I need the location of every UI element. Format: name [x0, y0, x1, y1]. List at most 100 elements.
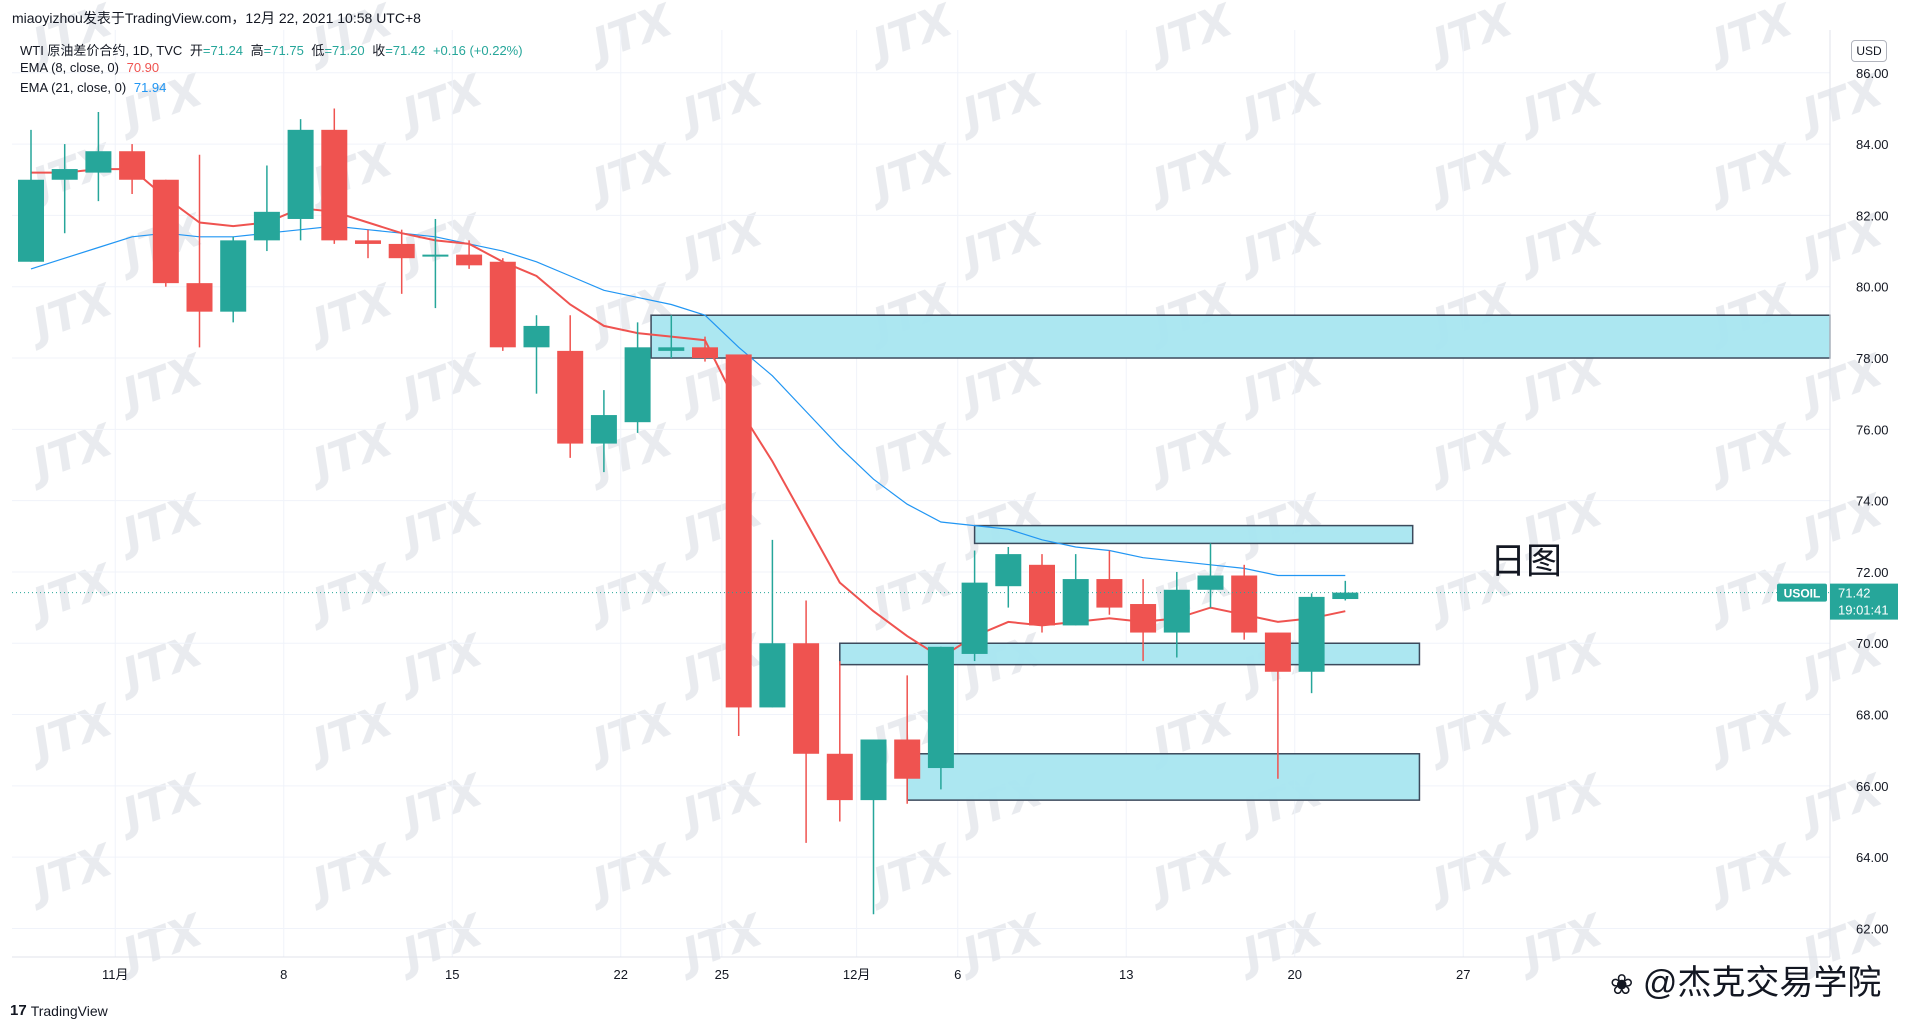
zone-rect[interactable]	[839, 642, 1421, 666]
candle[interactable]	[1298, 593, 1325, 694]
candle[interactable]	[18, 129, 44, 262]
candle[interactable]	[557, 315, 584, 458]
time-axis[interactable]: 11月 8 15 22 25 12月 6 13 20 27	[12, 956, 1830, 982]
candle-body	[894, 739, 921, 779]
watermark-text: JTX	[299, 694, 401, 773]
watermark-text: JTX	[299, 414, 401, 493]
zone-rect[interactable]	[973, 524, 1414, 545]
candle[interactable]	[1332, 580, 1359, 601]
price-tick-label: 68.00	[1856, 708, 1889, 723]
candle[interactable]	[119, 144, 146, 195]
candle-body	[85, 151, 112, 173]
candle-body	[388, 243, 415, 259]
watermark-text: JTX	[1139, 414, 1241, 493]
price-tick-label: 78.00	[1856, 351, 1889, 366]
watermark-text: JTX	[1699, 834, 1801, 913]
price-tick-label: 66.00	[1856, 779, 1889, 794]
candle[interactable]	[422, 218, 449, 309]
ema21-legend[interactable]: EMA (21, close, 0) 71.94	[20, 80, 170, 95]
candle[interactable]	[590, 390, 617, 473]
candle[interactable]	[287, 119, 314, 241]
candle[interactable]	[1264, 632, 1291, 779]
currency-button[interactable]: USD	[1851, 40, 1887, 62]
candle[interactable]	[253, 165, 280, 252]
candles[interactable]	[18, 108, 1359, 915]
candle-body	[927, 646, 954, 769]
candle[interactable]	[894, 675, 921, 804]
candle[interactable]	[725, 354, 752, 736]
candle[interactable]	[793, 600, 820, 843]
symbol-name[interactable]: WTI 原油差价合约, 1D, TVC	[20, 43, 183, 58]
zone-rect[interactable]	[906, 753, 1421, 801]
candle[interactable]	[523, 315, 550, 394]
candle[interactable]	[624, 322, 651, 433]
watermark-text: JTX	[579, 834, 681, 913]
ema21-path	[30, 225, 1346, 577]
candle[interactable]	[456, 240, 483, 269]
candle[interactable]	[489, 258, 516, 351]
watermark-text: JTX	[1229, 904, 1331, 983]
time-tick-label: 22	[614, 967, 628, 982]
last-price-tag: USOIL 71.42 19:01:41	[1777, 583, 1898, 620]
price-tick-label: 64.00	[1856, 850, 1889, 865]
open-value: =71.24	[202, 43, 244, 58]
price-axis[interactable]: 86.00 84.00 82.00 80.00 78.00 76.00 74.00 72.00…	[1829, 30, 1889, 957]
candle[interactable]	[186, 154, 213, 348]
candle[interactable]	[1029, 554, 1055, 633]
price-tick-label: 80.00	[1856, 280, 1889, 295]
watermark-text: JTX	[949, 64, 1051, 143]
candle[interactable]	[961, 550, 988, 662]
symbol-legend[interactable]: WTI 原油差价合约, 1D, TVC 开=71.24 高=71.75 低=71…	[20, 40, 527, 59]
candle[interactable]	[51, 144, 78, 234]
watermark-text: JTX	[579, 554, 681, 633]
price-tick-label: 84.00	[1856, 137, 1889, 152]
candle[interactable]	[759, 539, 786, 708]
candle[interactable]	[1130, 579, 1157, 662]
candle[interactable]	[220, 236, 247, 323]
candle[interactable]	[658, 315, 685, 359]
candle-body	[1029, 564, 1055, 626]
candle-body	[253, 211, 280, 241]
candle[interactable]	[152, 179, 179, 287]
candle[interactable]	[826, 661, 853, 822]
candle-body	[186, 283, 213, 312]
time-tick-label: 15	[445, 967, 459, 982]
ema21-label[interactable]: EMA (21, close, 0)	[20, 80, 127, 95]
candle[interactable]	[355, 229, 381, 259]
candle[interactable]	[321, 108, 348, 244]
candle[interactable]	[995, 546, 1022, 608]
open-label: 开	[189, 43, 203, 58]
watermark-text: JTX	[1509, 764, 1611, 843]
candle[interactable]	[927, 646, 954, 790]
candle-body	[793, 643, 820, 754]
candle[interactable]	[1062, 554, 1089, 626]
ema8-label[interactable]: EMA (8, close, 0)	[20, 60, 119, 75]
ema8-path	[31, 168, 1346, 659]
watermark-text: JTX	[299, 554, 401, 633]
candle[interactable]	[1231, 564, 1258, 640]
price-tag-value: 71.42	[1838, 586, 1871, 601]
candle[interactable]	[85, 112, 112, 202]
watermark-text: JTX	[669, 484, 771, 563]
zone-rect[interactable]	[650, 314, 1831, 359]
candle[interactable]	[1163, 571, 1190, 658]
candle[interactable]	[1197, 543, 1224, 608]
candle[interactable]	[692, 336, 718, 362]
watermark-text: JTX	[669, 64, 771, 143]
ema8-legend[interactable]: EMA (8, close, 0) 70.90	[20, 60, 163, 75]
tradingview-logo[interactable]: 17 TradingView	[10, 1002, 108, 1019]
time-tick-label: 13	[1119, 967, 1133, 982]
candle[interactable]	[1096, 550, 1123, 615]
candle[interactable]	[860, 739, 887, 915]
watermark-text: JTX	[389, 64, 491, 143]
support-resistance-zones[interactable]	[650, 314, 1831, 801]
candle[interactable]	[388, 229, 415, 294]
candle-body	[1298, 596, 1325, 672]
candle-body	[51, 169, 78, 180]
wechat-icon: ❀	[1610, 969, 1634, 1000]
wechat-watermark: ❀ @杰克交易学院	[1610, 955, 1881, 1004]
watermark-text: JTX	[1419, 414, 1521, 493]
annotation-daily-chart[interactable]: 日图	[1490, 541, 1562, 582]
watermark-text: JTX	[1509, 64, 1611, 143]
